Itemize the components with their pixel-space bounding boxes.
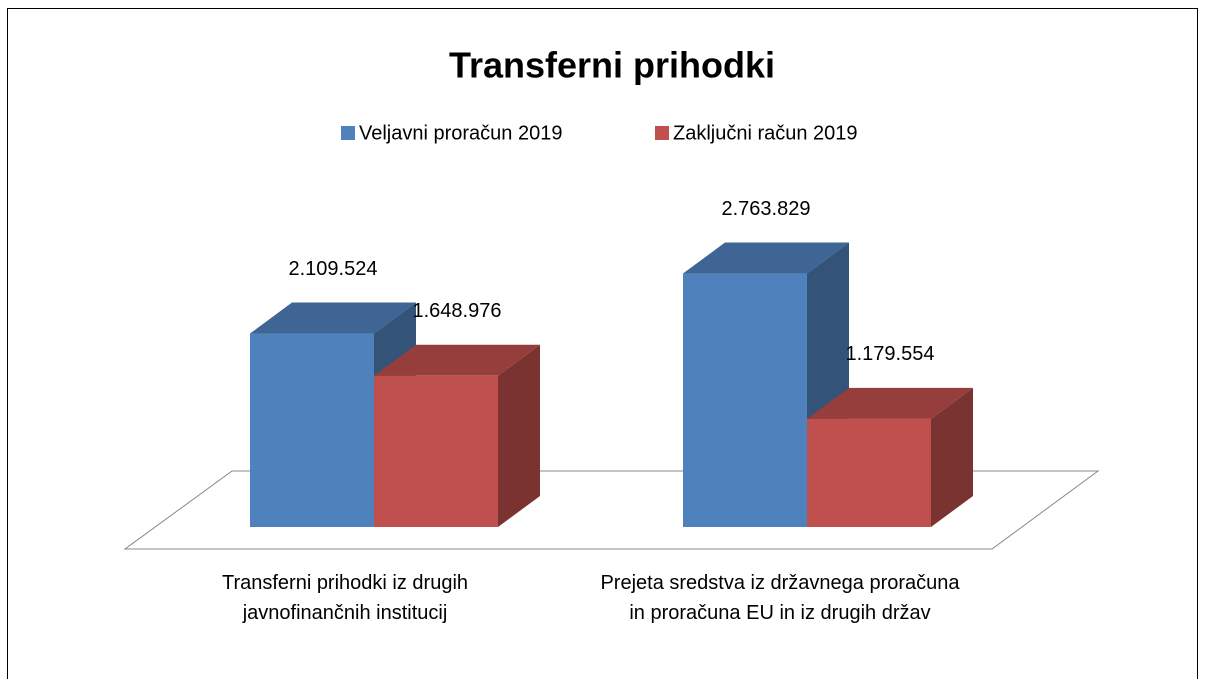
bar: [807, 418, 931, 527]
bar-side: [931, 387, 973, 527]
bar-top: [807, 387, 973, 419]
value-label: 1.648.976: [413, 300, 502, 322]
x-tick-label: Transferni prihodki iz drugih javnofinan…: [221, 572, 469, 624]
bar: [683, 273, 807, 527]
x-tick-label: Prejeta sredstva iz državnega proračuna …: [600, 572, 960, 624]
legend-swatch: [655, 126, 669, 140]
chart-title: Transferni prihodki: [449, 45, 775, 86]
legend-label: Veljavni proračun 2019: [359, 122, 562, 144]
bar: [374, 375, 498, 527]
legend-label: Zaključni račun 2019: [673, 122, 858, 144]
chart-frame: [7, 8, 1198, 679]
legend-swatch: [341, 126, 355, 140]
bar-side: [498, 344, 540, 527]
bar-top: [374, 344, 540, 376]
bar-top: [683, 242, 849, 274]
value-label: 2.109.524: [289, 258, 378, 280]
value-label: 2.763.829: [722, 198, 811, 220]
bar: [250, 333, 374, 527]
bar-top: [250, 302, 416, 334]
value-label: 1.179.554: [846, 343, 935, 365]
